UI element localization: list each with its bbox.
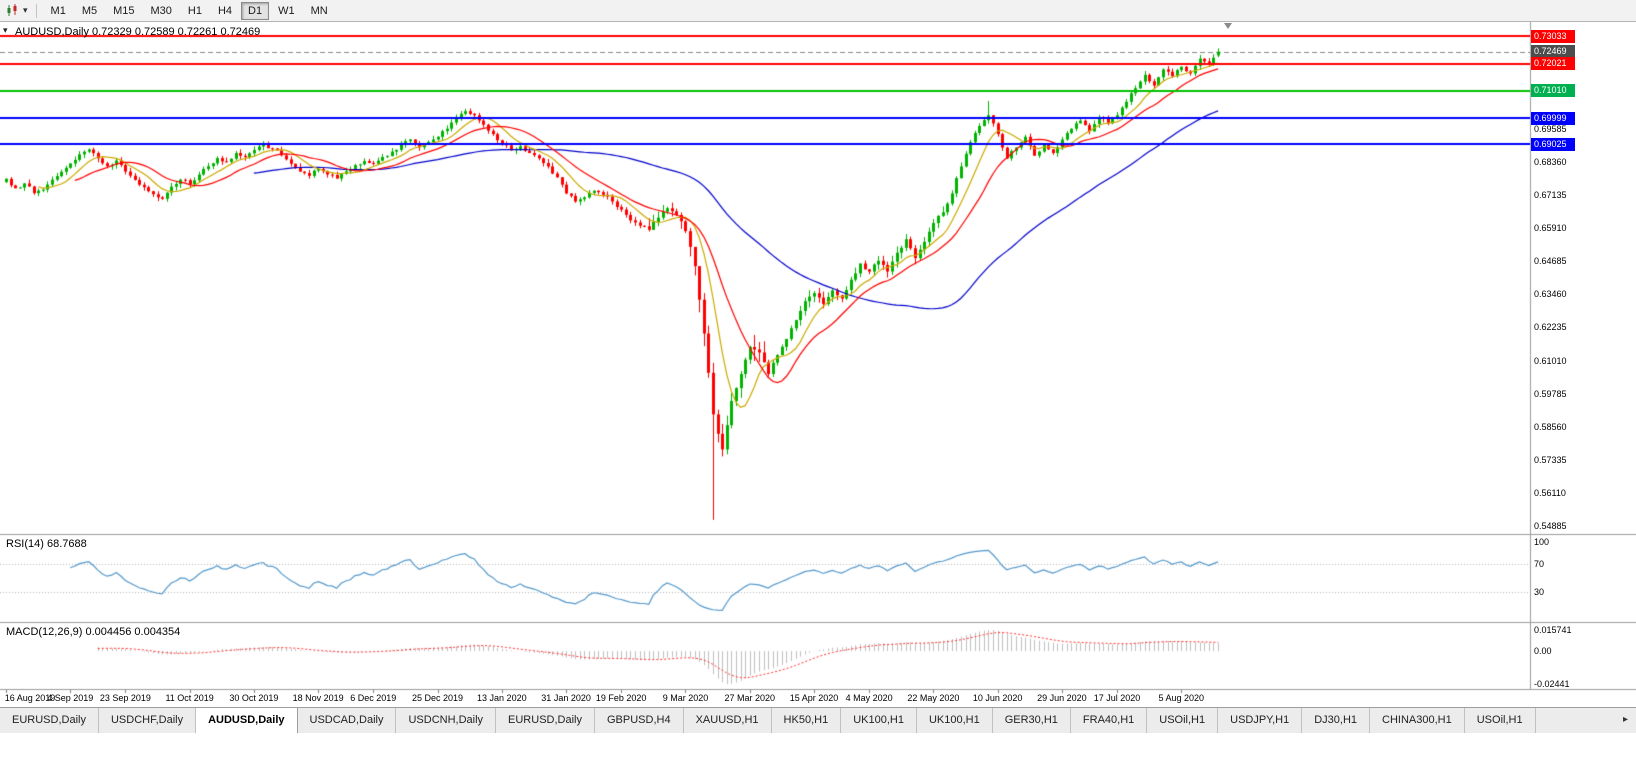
date-axis-label-19-feb-2020: 19 Feb 2020 [595, 693, 647, 703]
chart-tab-eurusd-daily[interactable]: EURUSD,Daily [496, 708, 595, 733]
chart-tabs: EURUSD,Daily USDCHF,Daily AUDUSD,Daily USDC… [0, 708, 1536, 733]
date-axis-label-13-jan-2020: 13 Jan 2020 [477, 693, 527, 703]
toolbar-separator [35, 3, 37, 18]
chart-tab-gbpusd-h4[interactable]: GBPUSD,H4 [595, 708, 684, 733]
timeframe-button-w1[interactable]: W1 [278, 4, 295, 17]
rsi-axis-label-100: 100 [1534, 537, 1550, 548]
date-axis-label-30-oct-2019: 30 Oct 2019 [229, 693, 279, 703]
price-axis-label-0.64685: 0.64685 [1534, 256, 1567, 267]
price-axis-label-0.57335: 0.57335 [1534, 454, 1567, 465]
price-axis-label-0.67135: 0.67135 [1534, 190, 1567, 201]
rsi-axis-label-70: 70 [1534, 558, 1545, 569]
price-axis-label-0.65910: 0.65910 [1534, 223, 1567, 234]
date-axis-label-29-jun-2020: 29 Jun 2020 [1037, 693, 1087, 703]
price-axis-label-0.62235: 0.62235 [1534, 322, 1567, 333]
price-badge-0.71010: 0.71010 [1531, 84, 1575, 98]
rsi-axis-label-30: 30 [1534, 587, 1545, 598]
chart-window: ▾ AUDUSD,Daily 0.72329 0.72589 0.72261 0… [0, 22, 1636, 707]
chart-tab-audusd-daily[interactable]: AUDUSD,Daily [196, 708, 298, 733]
price-badge-0.72021: 0.72021 [1531, 57, 1575, 71]
date-axis-label-16-aug-2019: 16 Aug 2019 [4, 693, 56, 703]
date-axis-label-5-aug-2020: 5 Aug 2020 [1158, 693, 1205, 703]
price-axis-label-0.63460: 0.63460 [1534, 289, 1567, 300]
chart-tab-usdcad-daily[interactable]: USDCAD,Daily [297, 708, 397, 733]
macd-axis-label-zero: 0.00 [1534, 646, 1552, 657]
chart-type-icon[interactable] [5, 3, 20, 18]
price-axis-label-0.54885: 0.54885 [1534, 520, 1567, 531]
chart-tab-usoil-h1[interactable]: USOil,H1 [1464, 708, 1536, 733]
timeframe-toolbar: ▾ M1 M5 M15 M30 H1 H4 D1 W1 MN [0, 0, 1636, 22]
tab-scroll-right-button[interactable]: ▸ [1622, 714, 1628, 725]
chart-tab-fra40-h1[interactable]: FRA40,H1 [1070, 708, 1148, 733]
chart-tab-hk50-h1[interactable]: HK50,H1 [771, 708, 842, 733]
price-axis-label-0.68360: 0.68360 [1534, 157, 1567, 168]
timeframe-button-m15[interactable]: M15 [113, 4, 135, 17]
date-axis-label-18-nov-2019: 18 Nov 2019 [292, 693, 344, 703]
chart-title: AUDUSD,Daily 0.72329 0.72589 0.72261 0.7… [15, 26, 261, 38]
price-axis-label-0.69585: 0.69585 [1534, 124, 1567, 135]
timeframe-buttons: M1 M5 M15 M30 H1 H4 D1 W1 MN [43, 1, 336, 20]
rsi-pane-label: RSI(14) 68.7688 [6, 538, 87, 550]
chart-tab-usdchf-daily[interactable]: USDCHF,Daily [98, 708, 197, 733]
date-axis-label-6-dec-2019: 6 Dec 2019 [350, 693, 397, 703]
date-axis-label-15-apr-2020: 15 Apr 2020 [789, 693, 839, 703]
date-axis-label-10-jun-2020: 10 Jun 2020 [972, 693, 1023, 703]
price-axis-label-0.56110: 0.56110 [1534, 487, 1566, 498]
date-axis-label-22-may-2020: 22 May 2020 [907, 693, 960, 703]
chart-tab-uk100-h1[interactable]: UK100,H1 [841, 708, 917, 733]
timeframe-button-d1[interactable]: D1 [241, 1, 270, 20]
price-badge-0.69025: 0.69025 [1531, 137, 1575, 151]
date-axis-label-9-mar-2020: 9 Mar 2020 [662, 693, 709, 703]
price-chart-canvas[interactable] [0, 22, 1636, 707]
one-click-trading-toggle-icon[interactable]: ▾ [3, 25, 8, 35]
chart-tab-usdcnh-daily[interactable]: USDCNH,Daily [396, 708, 497, 733]
price-axis-label-0.59785: 0.59785 [1534, 388, 1567, 399]
chart-tab-uk100-h1[interactable]: UK100,H1 [916, 708, 993, 733]
macd-axis-label-bottom: -0.02441 [1534, 679, 1570, 689]
chart-tab-dj30-h1[interactable]: DJ30,H1 [1302, 708, 1371, 733]
timeframe-button-m1[interactable]: M1 [50, 4, 66, 17]
date-axis-label-23-sep-2019: 23 Sep 2019 [99, 693, 151, 703]
macd-axis-label-top: 0.015741 [1534, 625, 1572, 635]
date-axis-label-25-dec-2019: 25 Dec 2019 [412, 693, 464, 703]
date-axis-label-17-jul-2020: 17 Jul 2020 [1093, 693, 1141, 703]
timeframe-button-h1[interactable]: H1 [187, 4, 202, 17]
price-badge-0.72469: 0.72469 [1531, 45, 1575, 59]
timeframe-button-m30[interactable]: M30 [150, 4, 172, 17]
date-axis-label-27-mar-2020: 27 Mar 2020 [724, 693, 775, 703]
timeframe-button-h4[interactable]: H4 [217, 4, 233, 17]
chart-tab-ger30-h1[interactable]: GER30,H1 [992, 708, 1071, 733]
date-axis-label-31-jan-2020: 31 Jan 2020 [541, 693, 591, 703]
date-axis-label-4-may-2020: 4 May 2020 [845, 693, 893, 703]
chart-tab-usdjpy-h1[interactable]: USDJPY,H1 [1218, 708, 1303, 733]
price-badge-0.69999: 0.69999 [1531, 111, 1575, 125]
timeframe-button-m5[interactable]: M5 [81, 4, 98, 17]
date-axis-label-11-oct-2019: 11 Oct 2019 [165, 693, 214, 703]
date-axis-label-4-sep-2019: 4 Sep 2019 [47, 693, 94, 703]
chart-shift-marker[interactable] [1224, 23, 1232, 29]
chart-tab-usoil-h1[interactable]: USOil,H1 [1147, 708, 1219, 733]
chart-tab-china300-h1[interactable]: CHINA300,H1 [1370, 708, 1465, 733]
price-axis-label-0.61010: 0.61010 [1534, 355, 1567, 366]
price-badge-0.73033: 0.73033 [1531, 29, 1575, 43]
timeframe-button-mn[interactable]: MN [310, 4, 328, 17]
chart-tab-eurusd-daily[interactable]: EURUSD,Daily [0, 708, 99, 733]
chart-tabbar: EURUSD,Daily USDCHF,Daily AUDUSD,Daily USDC… [0, 707, 1636, 733]
chart-type-dropdown-icon[interactable]: ▾ [23, 5, 28, 15]
price-axis-label-0.58560: 0.58560 [1534, 421, 1567, 432]
macd-pane-label: MACD(12,26,9) 0.004456 0.004354 [6, 626, 181, 638]
chart-tab-xauusd-h1[interactable]: XAUUSD,H1 [683, 708, 772, 733]
